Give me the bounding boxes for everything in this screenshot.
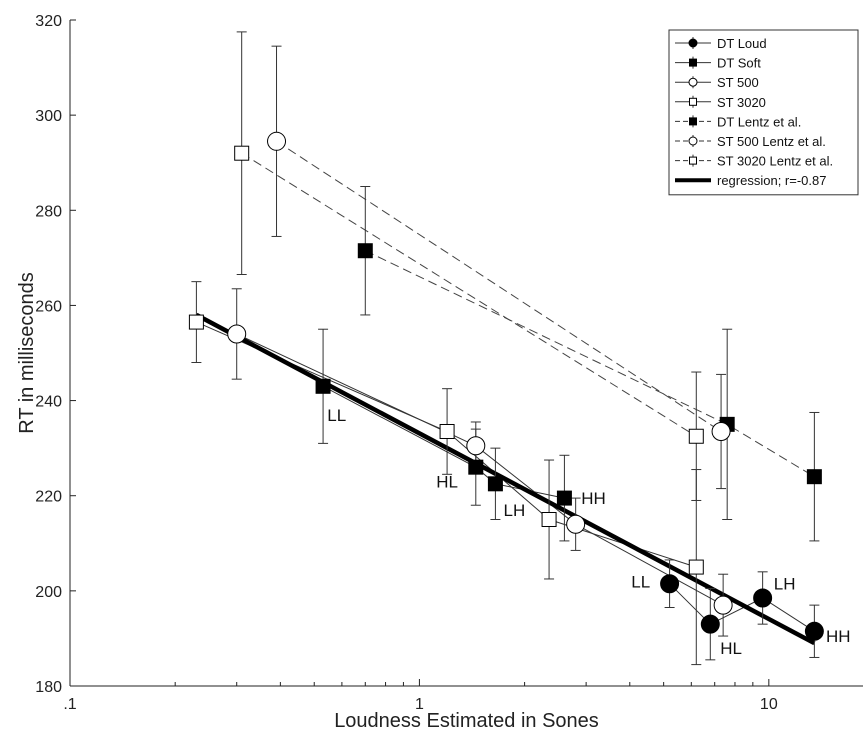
point-1-3 xyxy=(556,490,572,506)
point-6-0 xyxy=(234,145,250,161)
annotation-0: LL xyxy=(327,406,346,425)
point-2-0 xyxy=(227,324,247,344)
legend-marker-2 xyxy=(688,77,698,87)
point-4-0 xyxy=(357,243,373,259)
point-1-0 xyxy=(315,378,331,394)
legend-marker-6 xyxy=(689,156,697,165)
point-6-1 xyxy=(688,428,704,444)
y-tick-label: 220 xyxy=(35,489,62,506)
point-3-2 xyxy=(541,512,557,527)
legend-marker-0 xyxy=(688,38,698,48)
series-line-7 xyxy=(195,312,816,646)
data-markers xyxy=(188,131,824,641)
y-tick-label: 280 xyxy=(35,203,62,220)
annotation-6: LH xyxy=(774,575,796,594)
series-line-3 xyxy=(196,321,697,568)
legend-label-2: ST 500 xyxy=(717,75,759,90)
legend-label-0: DT Loud xyxy=(717,36,767,51)
x-tick-label: 10 xyxy=(760,696,778,713)
legend-marker-4 xyxy=(689,117,697,126)
x-tick-label: 1 xyxy=(415,696,424,713)
legend: DT Loud DT Soft ST 500 ST 3020 DT Lentz et a… xyxy=(668,29,859,196)
annotations: LL HL LH HH LL HL LH HH xyxy=(327,406,850,658)
point-3-3 xyxy=(688,559,704,575)
annotation-5: HL xyxy=(720,639,742,658)
point-3-0 xyxy=(188,314,204,330)
y-tick-label: 300 xyxy=(35,108,62,125)
annotation-1: HL xyxy=(436,472,458,491)
annotation-2: LH xyxy=(504,501,526,520)
series-line-6 xyxy=(241,152,697,437)
legend-marker-5 xyxy=(688,136,698,146)
legend-label-3: ST 3020 xyxy=(717,95,766,110)
axes: 180 200 220 240 260 280 300 320 .1 1 10 Loudness Es… xyxy=(16,13,863,732)
y-axis-label: RT in milliseconds xyxy=(16,272,38,434)
series-line-2 xyxy=(236,333,724,606)
point-0-3 xyxy=(804,621,824,641)
point-1-2 xyxy=(487,476,503,492)
annotation-4: LL xyxy=(631,572,650,591)
point-4-2 xyxy=(806,469,822,485)
point-0-1 xyxy=(700,614,720,634)
x-tick-label: .1 xyxy=(63,696,76,713)
annotation-3: HH xyxy=(581,489,606,508)
y-tick-label: 260 xyxy=(35,298,62,315)
series-line-5 xyxy=(276,140,722,432)
legend-label-4: DT Lentz et al. xyxy=(717,114,801,129)
point-2-1 xyxy=(466,436,486,456)
legend-box xyxy=(668,29,859,196)
point-2-2 xyxy=(566,514,586,534)
legend-marker-3 xyxy=(689,97,697,106)
series-line-4 xyxy=(365,250,815,478)
point-5-0 xyxy=(267,131,287,151)
y-tick-label: 240 xyxy=(35,394,62,411)
legend-marker-1 xyxy=(689,58,697,67)
y-tick-label: 320 xyxy=(35,13,62,30)
annotation-7: HH xyxy=(826,627,851,646)
series-lines xyxy=(195,140,816,646)
point-0-0 xyxy=(660,574,680,594)
legend-label-6: ST 3020 Lentz et al. xyxy=(717,154,833,169)
legend-label-5: ST 500 Lentz et al. xyxy=(717,134,826,149)
legend-label-1: DT Soft xyxy=(717,56,761,71)
x-axis-label: Loudness Estimated in Sones xyxy=(334,710,599,732)
point-5-1 xyxy=(711,421,731,441)
point-2-3 xyxy=(713,595,733,615)
series-line-0 xyxy=(669,583,815,632)
y-tick-label: 180 xyxy=(35,679,62,696)
y-tick-label: 200 xyxy=(35,584,62,601)
legend-label-7: regression; r=-0.87 xyxy=(717,173,826,188)
point-3-1 xyxy=(439,423,455,439)
point-0-2 xyxy=(753,588,773,608)
point-1-1 xyxy=(468,459,484,475)
